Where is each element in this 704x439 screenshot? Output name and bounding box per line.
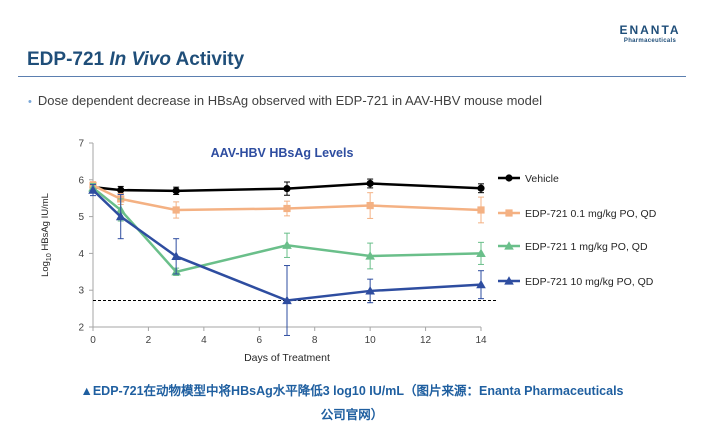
- series-line: [92, 186, 482, 274]
- title-main: EDP-721: [27, 49, 110, 70]
- legend-item: EDP-721 0.1 mg/kg PO, QD: [498, 208, 657, 220]
- data-point: [282, 240, 292, 249]
- x-tick-label: 12: [420, 335, 432, 346]
- legend-marker: [504, 276, 514, 285]
- figure-caption: ▲EDP-721在动物模型中将HBsAg水平降低3 log10 IU/mL（图片…: [0, 379, 704, 427]
- x-tick-label: 0: [90, 335, 96, 346]
- data-point: [282, 295, 292, 305]
- logo-main: ENANTA: [619, 23, 681, 37]
- legend-label: EDP-721 0.1 mg/kg PO, QD: [525, 208, 657, 220]
- x-tick-label: 2: [146, 335, 152, 346]
- caption-line-2: 公司官网）: [320, 408, 384, 422]
- y-tick-label: 4: [78, 249, 84, 260]
- y-axis-label-sub: 10: [46, 253, 53, 261]
- series-0: [89, 178, 485, 196]
- data-point: [477, 206, 485, 214]
- data-point: [172, 187, 180, 195]
- legend-marker: [504, 241, 514, 250]
- y-axis-label-pre: Log: [40, 261, 51, 277]
- y-axis-label-post: HBsAg IU/mL: [40, 193, 51, 253]
- y-tick-label: 2: [78, 323, 84, 334]
- data-point: [117, 186, 125, 194]
- data-point: [476, 279, 486, 289]
- data-point: [366, 179, 374, 188]
- company-logo: ENANTA Pharmaceuticals: [614, 24, 686, 45]
- series-layer: [88, 178, 486, 336]
- x-tick-label: 4: [201, 335, 207, 346]
- data-point: [115, 211, 126, 221]
- chart-title: AAV-HBV HBsAg Levels: [211, 146, 354, 160]
- bullet-dot: •: [28, 96, 32, 108]
- data-point: [283, 185, 291, 193]
- data-point: [171, 251, 181, 260]
- data-point: [283, 204, 291, 213]
- legend-item: EDP-721 10 mg/kg PO, QD: [498, 276, 654, 288]
- series-line: [92, 182, 482, 193]
- data-point: [172, 206, 180, 214]
- legend-label: EDP-721 1 mg/kg PO, QD: [525, 241, 648, 253]
- legend-item: Vehicle: [498, 173, 559, 185]
- logo-sub: Pharmaceuticals: [623, 38, 677, 44]
- series-2: [88, 182, 486, 276]
- bullet-point: • Dose dependent decrease in HBsAg observ…: [28, 93, 542, 108]
- data-point: [365, 251, 375, 260]
- legend: Vehicle EDP-721 0.1 mg/kg PO, QD EDP-721 1…: [498, 173, 657, 288]
- legend-label: Vehicle: [525, 173, 559, 185]
- caption-line-1: ▲EDP-721在动物模型中将HBsAg水平降低3 log10 IU/mL（图片…: [80, 384, 624, 398]
- x-axis-label: Days of Treatment: [244, 352, 330, 364]
- header-divider: [18, 76, 686, 77]
- series-line: [92, 184, 482, 212]
- legend-marker: [505, 209, 513, 217]
- legend-label: EDP-721 10 mg/kg PO, QD: [525, 276, 654, 288]
- y-tick-label: 6: [78, 175, 84, 186]
- data-point: [476, 248, 486, 257]
- y-tick-label: 5: [78, 212, 84, 223]
- x-tick-label: 10: [365, 335, 377, 346]
- bullet-text: Dose dependent decrease in HBsAg observe…: [37, 93, 543, 108]
- y-axis-label: Log10 HBsAg IU/mL: [40, 193, 53, 277]
- data-point: [366, 201, 374, 210]
- data-point: [477, 184, 485, 192]
- data-point: [88, 185, 98, 194]
- x-tick-label: 6: [257, 335, 263, 346]
- x-tick-label: 14: [475, 335, 487, 346]
- data-point: [365, 286, 375, 295]
- series-3: [88, 184, 486, 336]
- series-line: [92, 189, 482, 302]
- page-title: EDP-721 In Vivo Activity: [27, 49, 244, 71]
- title-italic: In Vivo: [109, 49, 171, 70]
- legend-item: EDP-721 1 mg/kg PO, QD: [498, 241, 648, 253]
- title-end: Activity: [170, 49, 245, 70]
- y-tick-label: 7: [78, 139, 84, 150]
- legend-marker: [505, 174, 513, 182]
- x-tick-label: 8: [312, 335, 318, 346]
- y-tick-label: 3: [78, 286, 84, 297]
